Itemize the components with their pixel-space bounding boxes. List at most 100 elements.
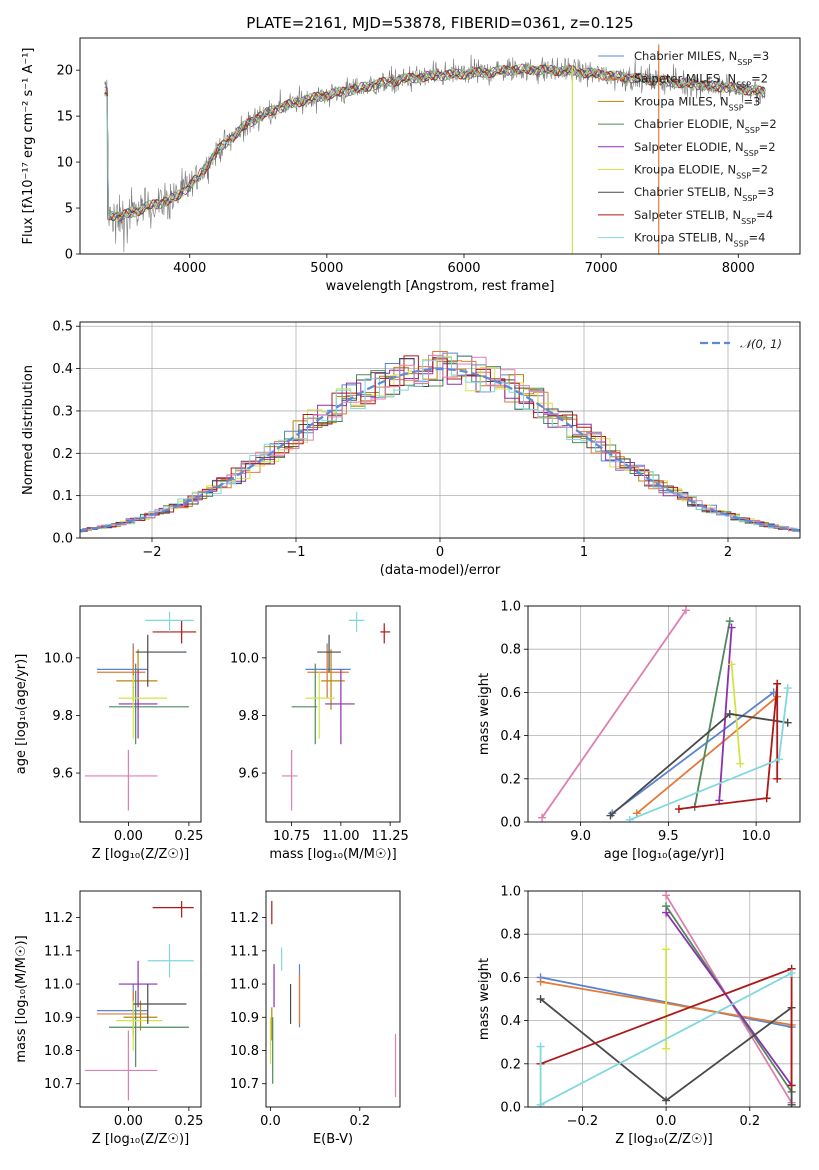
y-tick-label: 0.8 — [500, 928, 521, 943]
y-tick-label: 11.0 — [230, 978, 259, 993]
spectrum-panel: 4000 5000 6000 7000 8000 0 5 10 15 20 wavelength [… — [21, 37, 801, 294]
y-axis-label: age [log₁₀(age/yr)] — [14, 654, 29, 775]
y-axis-label: mass weight — [477, 958, 492, 1040]
mass-weight-marker — [674, 805, 683, 814]
y-tick-label: 10.0 — [44, 651, 73, 666]
y-axis-label: mass weight — [477, 673, 492, 755]
x-tick-label: −1 — [286, 545, 305, 560]
residual-histogram — [80, 354, 800, 532]
axes-frame — [265, 890, 401, 1108]
age-vs-z-panel: 0.00 0.25 9.6 9.8 10.0 Z [log₁₀(Z/Z☉)] age [lo… — [14, 605, 203, 862]
x-tick-label: 11.25 — [372, 829, 409, 844]
x-tick-label: 0.0 — [260, 1114, 281, 1129]
x-tick-label: 6000 — [447, 261, 480, 276]
y-tick-label: 0.0 — [500, 1101, 521, 1116]
mass-weight-marker — [725, 710, 734, 718]
error-bar-point — [109, 990, 189, 1068]
y-tick-label: 9.8 — [52, 709, 73, 724]
x-tick-label: 10.0 — [742, 829, 771, 844]
x-tick-label: 8000 — [722, 261, 755, 276]
y-tick-label: 0.2 — [500, 1057, 521, 1072]
mass-weight-series — [718, 627, 733, 801]
legend-entry: Kroupa STELIB, NSSP=4 — [634, 231, 765, 249]
x-tick-label: −0.2 — [567, 1114, 599, 1129]
x-tick-label: 10.75 — [273, 829, 310, 844]
x-tick-label: 0 — [436, 545, 444, 560]
y-tick-label: 1.0 — [500, 885, 521, 900]
normal-reference-curve — [80, 367, 800, 532]
y-axis-label: Normed distribution — [21, 365, 36, 495]
age-vs-mass-panel: 10.75 11.00 11.25 9.6 9.8 10.0 mass [log₁₀(M/M… — [230, 605, 409, 862]
error-bar-point — [348, 611, 365, 632]
error-bar-point — [281, 750, 298, 811]
x-tick-label: 2 — [724, 545, 732, 560]
legend-entry: Kroupa MILES, NSSP=3 — [634, 94, 760, 112]
mass-weight-series — [611, 691, 775, 815]
x-tick-label: 4000 — [173, 261, 206, 276]
mass-weight-marker — [727, 623, 736, 632]
y-tick-label: 0 — [65, 248, 73, 263]
y-tick-label: 5 — [65, 202, 73, 217]
y-tick-label: 0.3 — [52, 404, 73, 419]
y-tick-label: 9.6 — [238, 767, 259, 782]
x-axis-label: E(B-V) — [313, 1132, 353, 1147]
error-bar-point — [152, 900, 194, 918]
y-tick-label: 10.7 — [44, 1077, 73, 1092]
mass-weight-marker — [662, 1096, 671, 1105]
mass-weight-marker — [762, 794, 771, 803]
y-tick-label: 11.1 — [230, 944, 259, 959]
axes-frame — [79, 890, 202, 1108]
error-bar-point — [152, 620, 197, 644]
y-tick-label: 11.0 — [44, 978, 73, 993]
y-tick-label: 0.4 — [52, 362, 73, 377]
error-bar-point — [118, 675, 168, 739]
mass-weight-marker — [783, 718, 792, 727]
mass-weight-marker — [727, 660, 736, 669]
legend-entry: Chabrier MILES, NSSP=3 — [634, 49, 769, 67]
mass-weight-series — [541, 609, 687, 819]
mass-weight-marker — [774, 755, 783, 764]
error-bar-point — [84, 1030, 158, 1101]
axes-frame — [265, 605, 401, 823]
x-tick-label: 0.2 — [739, 1114, 760, 1129]
y-tick-label: 0.0 — [500, 816, 521, 831]
error-bar-point — [145, 611, 194, 632]
y-tick-label: 10.8 — [44, 1044, 73, 1059]
error-bar-point — [116, 1000, 163, 1051]
mass-weight-marker — [773, 679, 782, 688]
error-bar-point — [118, 960, 158, 1008]
y-tick-label: 0.1 — [52, 489, 73, 504]
error-bar-point — [123, 1000, 158, 1031]
mass-weight-marker — [662, 891, 671, 900]
mass-weight-vs-age-panel: 9.0 9.5 10.0 0.0 0.2 0.4 0.6 0.8 1.0 age [log₁₀(a… — [477, 600, 801, 862]
x-tick-label: 0.25 — [174, 1114, 203, 1129]
mass-weight-marker — [787, 1081, 796, 1090]
mass-weight-marker — [536, 1042, 545, 1051]
mass-weight-marker — [681, 606, 690, 615]
axes-frame — [79, 321, 801, 539]
mass-weight-marker — [536, 995, 545, 1003]
figure-title: PLATE=2161, MJD=53878, FIBERID=0361, z=0… — [246, 14, 633, 32]
x-tick-label: 0.00 — [114, 829, 143, 844]
mass-vs-z-panel: 0.00 0.25 10.7 10.8 10.9 11.0 11.1 11.2 Z [log₁₀… — [14, 890, 203, 1147]
legend-entry: Salpeter ELODIE, NSSP=2 — [634, 140, 776, 158]
mass-weight-marker — [725, 617, 734, 626]
y-tick-label: 10 — [56, 156, 73, 171]
mass-weight-series — [609, 713, 788, 817]
x-tick-label: 1 — [580, 545, 588, 560]
error-bar-point — [291, 663, 318, 745]
y-tick-label: 10.8 — [230, 1044, 259, 1059]
y-tick-label: 9.8 — [238, 709, 259, 724]
y-tick-label: 0.2 — [500, 772, 521, 787]
x-axis-label: Z [log₁₀(Z/Z☉)] — [92, 847, 189, 862]
mass-weight-marker — [536, 1100, 545, 1107]
y-tick-label: 11.2 — [44, 911, 73, 926]
mass-weight-series — [665, 912, 793, 1086]
x-tick-label: 7000 — [585, 261, 618, 276]
y-tick-label: 10.9 — [44, 1011, 73, 1026]
y-tick-label: 11.1 — [44, 944, 73, 959]
error-bar-point — [380, 623, 391, 644]
residuals-panel: −2 −1 0 1 2 0.0 0.1 0.2 0.3 0.4 0.5 (data-model)/er… — [21, 320, 801, 578]
x-tick-label: 11.00 — [322, 829, 359, 844]
mass-vs-ebv-panel: 0.0 0.2 10.7 10.8 10.9 11.0 11.1 11.2 E(B-V) — [230, 890, 401, 1147]
